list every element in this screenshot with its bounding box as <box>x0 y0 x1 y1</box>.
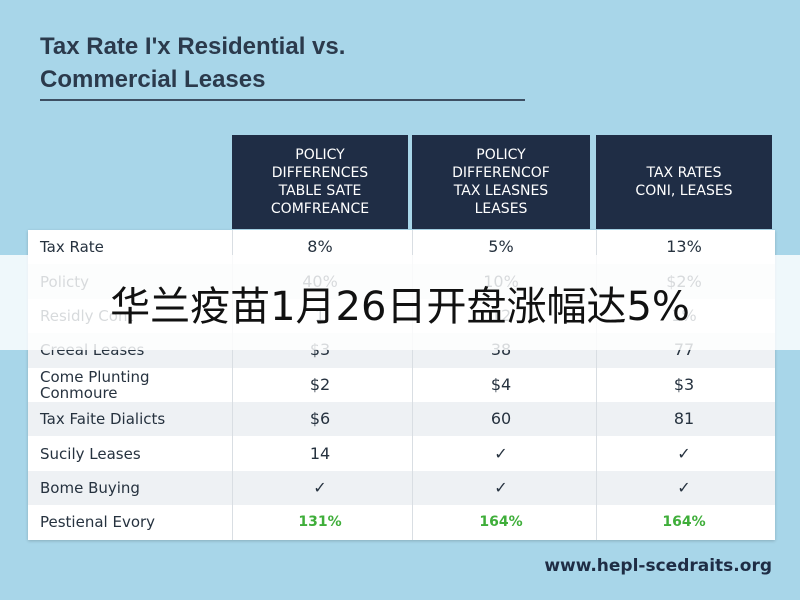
table-cell: $6 <box>309 409 331 429</box>
title: Tax Rate I'x Residential vs. Commercial L… <box>40 30 345 96</box>
column-divider <box>412 230 413 540</box>
column-header-line: CONI, LEASES <box>635 183 733 199</box>
column-header-line: POLICY <box>476 147 526 163</box>
table-cell: ✓ <box>677 477 691 497</box>
table-cell: 13% <box>666 237 702 257</box>
table-cell: 14 <box>309 443 331 463</box>
row-label-line: Come Plunting <box>40 367 150 386</box>
column-header-line: TAX RATES <box>646 165 722 181</box>
row-label-line: Bome Buying <box>40 478 140 497</box>
row-label: Tax Faite Dialicts <box>40 402 235 436</box>
table-cell: ✓ <box>677 443 691 463</box>
table-row: Come Plunting Conmoure $2 $4 $3 <box>28 368 775 402</box>
table-cell: 5% <box>488 237 514 257</box>
banner: 华兰疫苗1月26日开盘涨幅达5% <box>0 255 800 350</box>
table-cell: 60 <box>490 409 512 429</box>
table-row: Bome Buying ✓ ✓ ✓ <box>28 470 775 506</box>
column-header: POLICY DIFFERENCES TABLE SATE COMFREANCE <box>232 135 408 229</box>
column-header-line: TABLE SATE <box>278 183 362 199</box>
title-rule <box>40 99 525 101</box>
column-header: TAX RATES CONI, LEASES <box>596 135 772 229</box>
column-header-line: COMFREANCE <box>270 201 370 217</box>
table-cell: $4 <box>490 374 512 394</box>
row-label-line: Pestienal Evory <box>40 513 156 532</box>
column-divider <box>232 230 233 540</box>
table-cell: $3 <box>673 374 695 394</box>
row-label-line: Tax Faite Dialicts <box>40 410 166 429</box>
column-header: POLICY DIFFERENCOF TAX LEASNES LEASES <box>412 135 590 229</box>
column-header-line: TAX LEASNES <box>453 183 549 199</box>
title-line: Commercial Leases <box>40 66 266 93</box>
column-header-line: DIFFERENCOF <box>452 165 550 181</box>
table-row: Sucily Leases 14 ✓ ✓ <box>28 436 775 470</box>
footer-url: www.hepl-scedraits.org <box>544 556 772 576</box>
table-cell: 164% <box>662 514 706 531</box>
column-header-line: POLICY <box>295 147 345 163</box>
row-label-line: Sucily Leases <box>40 444 141 463</box>
row-label: Sucily Leases <box>40 436 235 470</box>
table-row: Tax Rate 8% 5% 13% <box>28 230 775 264</box>
row-label: Bome Buying <box>40 471 235 505</box>
column-divider <box>596 230 597 540</box>
row-label-line: Tax Rate <box>40 238 104 257</box>
row-label: Tax Rate <box>40 230 235 264</box>
table-cell: $2 <box>309 374 331 394</box>
row-label: Pestienal Evory <box>40 505 235 539</box>
table-row: Pestienal Evory 131% 164% 164% <box>28 505 775 539</box>
table-cell: 131% <box>298 514 342 531</box>
row-label-line: Conmoure <box>40 383 118 402</box>
table-cell: ✓ <box>494 477 508 497</box>
table-cell: 81 <box>673 409 695 429</box>
table-cell: ✓ <box>313 477 327 497</box>
column-header-line: LEASES <box>474 201 528 217</box>
row-label: Come Plunting Conmoure <box>40 368 235 402</box>
table-row: Tax Faite Dialicts $6 60 81 <box>28 402 775 437</box>
table-cell: 164% <box>479 514 523 531</box>
table-cell: ✓ <box>494 443 508 463</box>
column-header-line: DIFFERENCES <box>271 165 369 181</box>
table-cell: 8% <box>307 237 333 257</box>
title-line: Tax Rate I'x Residential vs. <box>40 33 346 60</box>
